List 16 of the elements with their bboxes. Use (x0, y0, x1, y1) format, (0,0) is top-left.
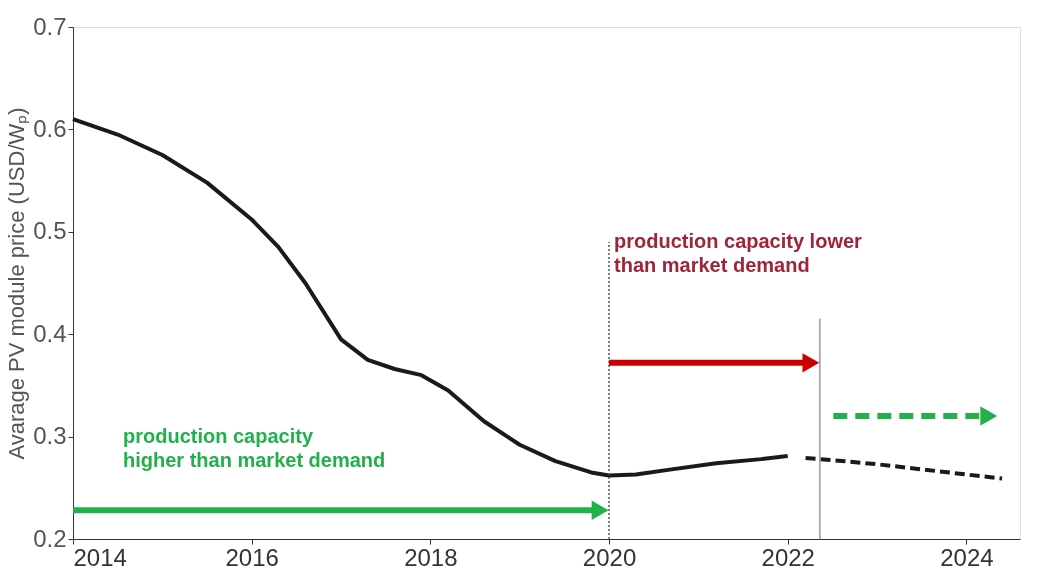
y-tick-label: 0.7 (33, 12, 67, 40)
y-tick-label: 0.6 (33, 114, 67, 142)
y-tick-label: 0.4 (33, 319, 67, 347)
annotation: production capacity lower than market demand (614, 230, 863, 277)
x-tick-label: 2014 (73, 543, 127, 571)
y-tick-label: 0.5 (33, 217, 67, 245)
line-series (803, 456, 1005, 481)
annotation: production capacity higher than market demand (123, 424, 386, 471)
x-tick-label: 2022 (761, 543, 815, 571)
x-tick-label: 2020 (582, 543, 637, 571)
y-axis-title: Avarage PV module price (USD/Wₚ) (4, 107, 31, 460)
x-tick-label: 2024 (940, 543, 994, 571)
x-tick-label: 2018 (404, 543, 458, 571)
x-tick-label: 2016 (225, 543, 279, 571)
y-tick-label: 0.2 (33, 524, 67, 552)
y-tick-label: 0.3 (33, 422, 67, 450)
